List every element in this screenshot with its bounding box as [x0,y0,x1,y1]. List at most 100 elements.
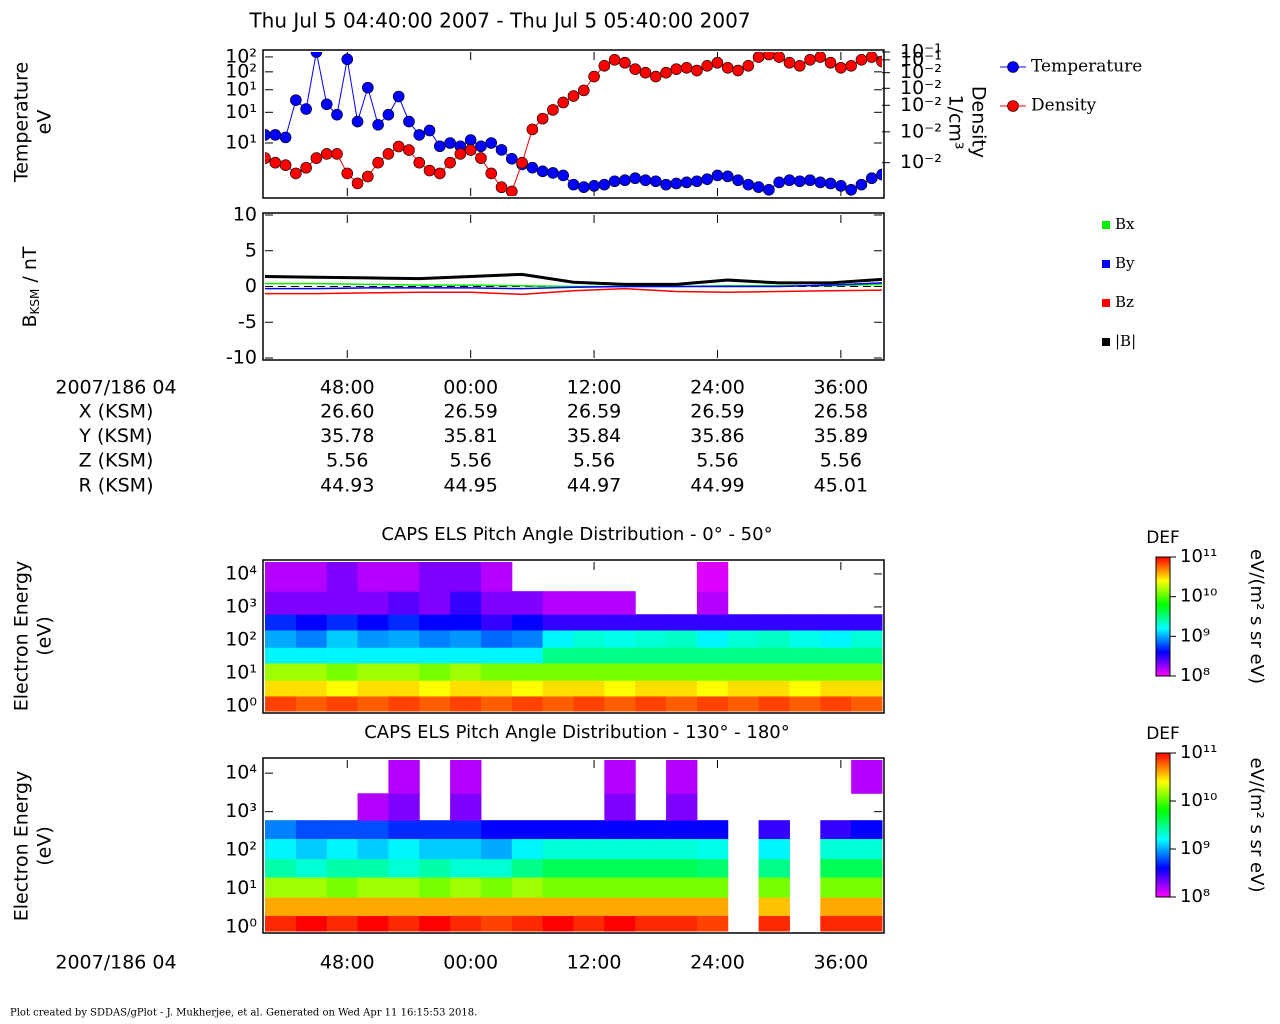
plot-frame [262,212,885,361]
data-point [485,137,498,149]
heat-cell [851,858,883,878]
heat-cell [851,695,883,712]
data-point [372,119,384,131]
data-point [265,129,271,141]
data-point [265,152,271,164]
heat-cell [480,838,513,860]
x-tick-label: 12:00 [567,377,622,399]
panel: 10 5 0 -5 -10 48:00 00:00 12:00 24:00 36:00 2007/1… [19,204,1137,399]
heat-cell [851,820,883,840]
heat-cell [820,858,852,878]
ephemeris-value: 44.95 [443,474,497,496]
heat-cell [450,591,482,615]
heat-cell [666,820,698,840]
heat-cell [388,915,420,932]
heat-cell [480,877,513,898]
heat-cell [573,629,605,648]
heat-cell [265,562,297,592]
heat-cell [511,877,544,898]
legend-label: By [1115,254,1135,272]
heat-cell [666,915,698,932]
colorbar-label: DEF [1146,528,1180,548]
heat-cell [419,858,451,878]
heat-cell [357,562,389,592]
ephemeris-name: X (KSM) [79,401,154,423]
y-tick-label: 0 [245,275,257,297]
data-point [403,144,415,156]
legend-label: Bx [1115,215,1135,233]
data-point [434,167,446,180]
heat-cell [542,877,574,898]
colorbar [1155,752,1171,898]
heat-cell [542,629,574,648]
y-tick-label: 10² [225,45,257,67]
heat-cell [295,877,328,898]
heat-cell [357,793,389,821]
heat-cell [666,680,698,697]
heat-cell [450,915,482,932]
data-point [351,177,364,190]
heat-cell [604,591,636,615]
heat-cell [635,647,667,664]
heat-cell [326,614,359,631]
heat-cell [789,614,821,631]
heat-cell [419,614,451,631]
data-point [362,170,374,183]
y-tick-label: 5 [245,239,257,261]
heat-cell [696,662,729,681]
data-point [536,112,549,125]
heat-cell [450,695,482,712]
ephemeris-value: 44.97 [567,474,621,496]
heat-cell [820,838,852,860]
heat-cell [480,591,513,615]
legend-marker [1102,221,1110,229]
legend-marker [1007,61,1019,73]
heat-cell [480,820,513,840]
y-axis-label: eV [34,110,56,135]
data-point [660,66,672,79]
heat-cell [666,760,698,794]
heat-cell [604,680,636,697]
data-point [300,161,312,174]
heat-cell [727,629,760,648]
heat-cell [758,629,790,648]
heat-cell [758,680,790,697]
heat-cell [635,915,667,932]
data-point [660,178,672,191]
heat-cell [295,897,328,916]
heat-cell [604,820,636,840]
legend-label: Bz [1115,293,1134,311]
heat-cell [820,915,852,932]
heat-cell [357,629,389,648]
heat-cell [480,858,513,878]
data-point [269,129,282,141]
heat-cell [820,662,852,681]
data-point [372,156,384,169]
heat-cell [419,695,451,712]
heat-cell [419,662,451,681]
heat-cell [820,629,852,648]
x-axis-label: 2007/186 04 [55,952,176,974]
heat-cell [388,858,420,878]
heat-cell [542,897,574,916]
heat-cell [604,760,636,794]
heat-cell [419,680,451,697]
data-point [824,177,837,190]
heat-cell [326,838,359,860]
heat-cell [388,820,420,840]
data-point [629,63,642,75]
data-point [279,131,292,144]
heat-cell [357,591,389,615]
x-tick-label: 24:00 [690,952,745,974]
data-point [506,185,518,196]
heat-cell [265,915,297,932]
data-point [341,53,354,66]
ephemeris-value: 26.59 [443,401,497,423]
heat-cell [573,838,605,860]
heat-cell [666,695,698,712]
heat-cell [604,695,636,712]
heat-cell [604,647,636,664]
heat-cell [511,614,544,631]
series-line [265,282,882,290]
heat-cell [357,877,389,898]
